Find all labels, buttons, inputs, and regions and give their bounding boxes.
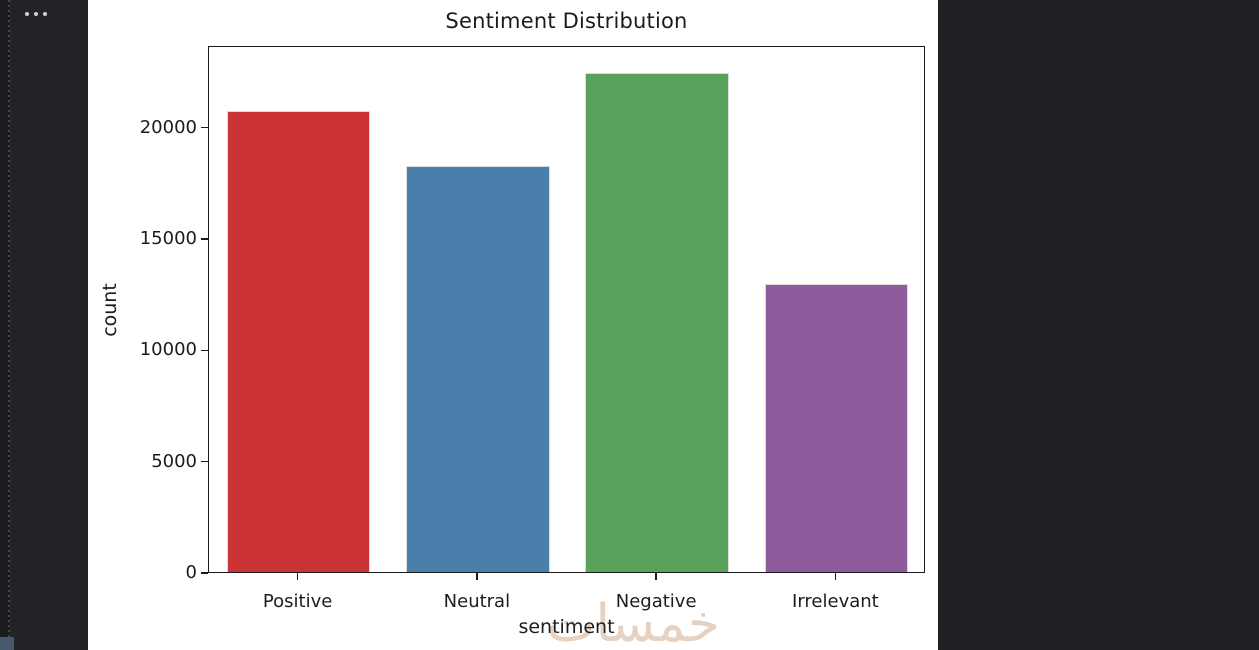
bar-negative: [585, 72, 729, 572]
panel-resize-handle[interactable]: [8, 0, 10, 650]
site-watermark: خمسات: [546, 594, 720, 650]
bar-positive: [226, 110, 371, 572]
y-tick-mark: [201, 126, 208, 129]
left-panel: [0, 0, 88, 650]
more-options-icon[interactable]: [25, 12, 47, 16]
bar-irrelevant: [764, 284, 909, 572]
chart-figure: Sentiment Distribution count sentiment خ…: [88, 0, 938, 650]
x-tick-label: Negative: [615, 591, 697, 612]
y-tick-label: 0: [185, 562, 197, 583]
y-tick-mark: [201, 238, 208, 240]
x-tick-mark: [296, 573, 299, 580]
y-tick-mark: [201, 349, 208, 352]
x-tick-mark: [655, 573, 657, 580]
y-tick-label: 20000: [139, 116, 197, 138]
x-tick-label: Positive: [262, 591, 333, 612]
y-tick-mark: [201, 460, 208, 463]
x-tick-mark: [834, 573, 837, 580]
chart-title: Sentiment Distribution: [445, 9, 688, 33]
y-tick-label: 5000: [151, 450, 197, 472]
x-tick-label: Irrelevant: [792, 591, 879, 612]
bottom-left-indicator: [0, 637, 14, 650]
plot-area: [208, 46, 925, 573]
y-tick-label: 15000: [139, 228, 197, 250]
y-tick-label: 10000: [139, 339, 197, 361]
x-axis-label: sentiment: [518, 616, 615, 638]
bar-neutral: [406, 166, 550, 572]
x-tick-mark: [476, 573, 478, 580]
x-tick-label: Neutral: [443, 591, 511, 612]
y-tick-mark: [201, 572, 208, 574]
